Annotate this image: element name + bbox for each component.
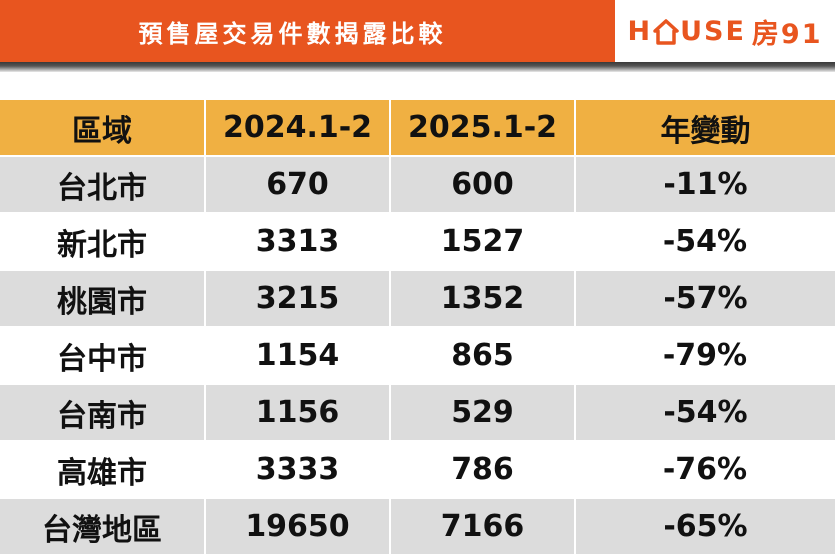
logo-letter-h: H	[627, 15, 653, 47]
table-row: 台灣地區 19650 7166 -65%	[0, 497, 835, 554]
table-row: 台中市 1154 865 -79%	[0, 326, 835, 384]
region-cell: 高雄市	[0, 440, 206, 498]
value-2024-cell: 670	[205, 155, 391, 213]
value-2025-cell: 1352	[390, 269, 576, 327]
column-header-2024: 2024.1-2	[205, 100, 391, 156]
change-cell: -57%	[575, 269, 835, 327]
value-2024-cell: 19650	[205, 497, 391, 554]
change-cell: -65%	[575, 497, 835, 554]
value-2025-cell: 1527	[390, 212, 576, 270]
table-row: 台北市 670 600 -11%	[0, 155, 835, 213]
column-header-change: 年變動	[575, 100, 835, 156]
table-header-row: 區域 2024.1-2 2025.1-2 年變動	[0, 100, 835, 156]
value-2025-cell: 865	[390, 326, 576, 384]
change-cell: -11%	[575, 155, 835, 213]
value-2024-cell: 1156	[205, 383, 391, 441]
region-cell: 台中市	[0, 326, 206, 384]
column-header-region: 區域	[0, 100, 206, 156]
region-cell: 台南市	[0, 383, 206, 441]
house-icon	[653, 19, 679, 45]
region-cell: 新北市	[0, 212, 206, 270]
logo-suffix: 房91	[751, 18, 823, 50]
value-2024-cell: 3215	[205, 269, 391, 327]
table-row: 桃園市 3215 1352 -57%	[0, 269, 835, 327]
header-divider	[0, 62, 835, 72]
value-2024-cell: 3313	[205, 212, 391, 270]
value-2024-cell: 3333	[205, 440, 391, 498]
logo: H USE 房91	[615, 0, 835, 62]
column-header-2025: 2025.1-2	[390, 100, 576, 156]
change-cell: -76%	[575, 440, 835, 498]
change-cell: -54%	[575, 212, 835, 270]
table-row: 新北市 3313 1527 -54%	[0, 212, 835, 270]
value-2025-cell: 7166	[390, 497, 576, 554]
header: 預售屋交易件數揭露比較 H USE 房91	[0, 0, 835, 62]
region-cell: 桃園市	[0, 269, 206, 327]
region-cell: 台北市	[0, 155, 206, 213]
value-2025-cell: 786	[390, 440, 576, 498]
change-cell: -79%	[575, 326, 835, 384]
value-2024-cell: 1154	[205, 326, 391, 384]
change-cell: -54%	[575, 383, 835, 441]
title-bar: 預售屋交易件數揭露比較	[0, 0, 615, 62]
page-title: 預售屋交易件數揭露比較	[138, 19, 447, 48]
value-2025-cell: 600	[390, 155, 576, 213]
value-2025-cell: 529	[390, 383, 576, 441]
data-table: 區域 2024.1-2 2025.1-2 年變動 台北市 670 600 -11% 新北…	[0, 100, 835, 554]
table-row: 台南市 1156 529 -54%	[0, 383, 835, 441]
logo-letters-use: USE	[680, 15, 746, 47]
region-cell: 台灣地區	[0, 497, 206, 554]
table-row: 高雄市 3333 786 -76%	[0, 440, 835, 498]
